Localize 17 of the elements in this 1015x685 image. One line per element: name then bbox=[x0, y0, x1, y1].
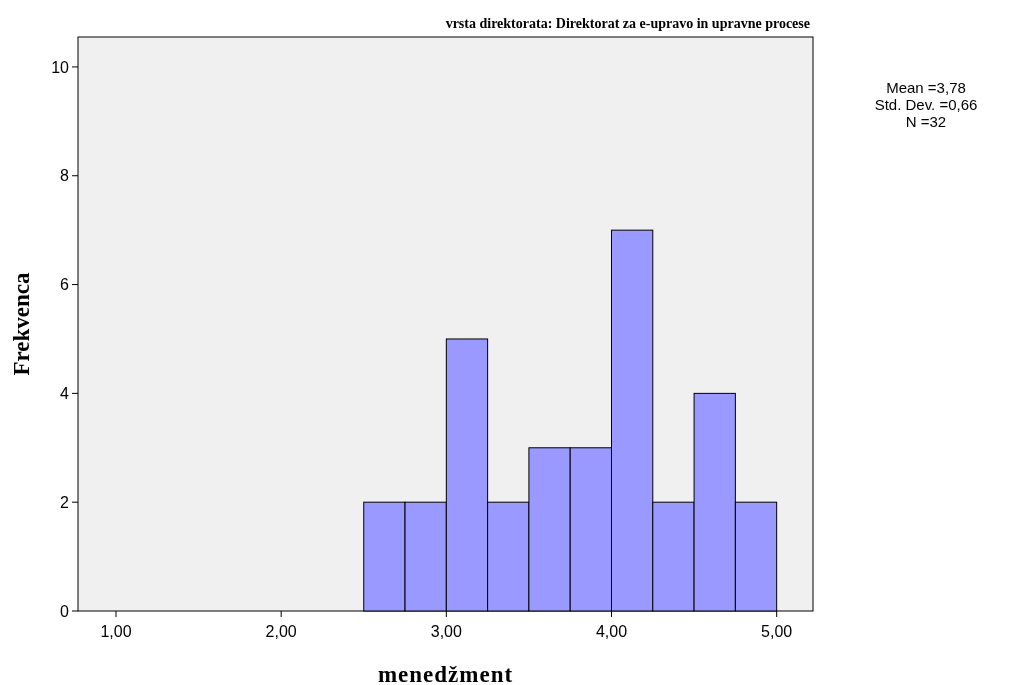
text: N =32 bbox=[905, 113, 947, 130]
y-tick-label: 6 bbox=[60, 276, 70, 294]
x-tick-label: 3,00 bbox=[430, 623, 462, 640]
chart-title: vrsta direktorata: Direktorat za e-upravo in upravne procese bbox=[445, 16, 810, 31]
text: Mean =3,78 bbox=[886, 79, 966, 96]
x-tick-label: 4,00 bbox=[595, 623, 628, 640]
y-tick-label: 2 bbox=[60, 493, 70, 511]
text: Std. Dev. =0,66 bbox=[874, 96, 978, 113]
x-tick-label: 2,00 bbox=[265, 623, 297, 640]
x-axis-title: menedžment bbox=[377, 662, 514, 685]
x-tick-label: 1,00 bbox=[100, 623, 132, 640]
y-tick-label: 8 bbox=[60, 167, 70, 185]
y-axis-title: Frekvenca bbox=[9, 271, 34, 376]
y-tick-label: 10 bbox=[51, 58, 70, 76]
y-tick-label: 0 bbox=[60, 602, 70, 620]
x-tick-label: 5,00 bbox=[761, 623, 793, 640]
y-tick-label: 4 bbox=[60, 384, 70, 402]
